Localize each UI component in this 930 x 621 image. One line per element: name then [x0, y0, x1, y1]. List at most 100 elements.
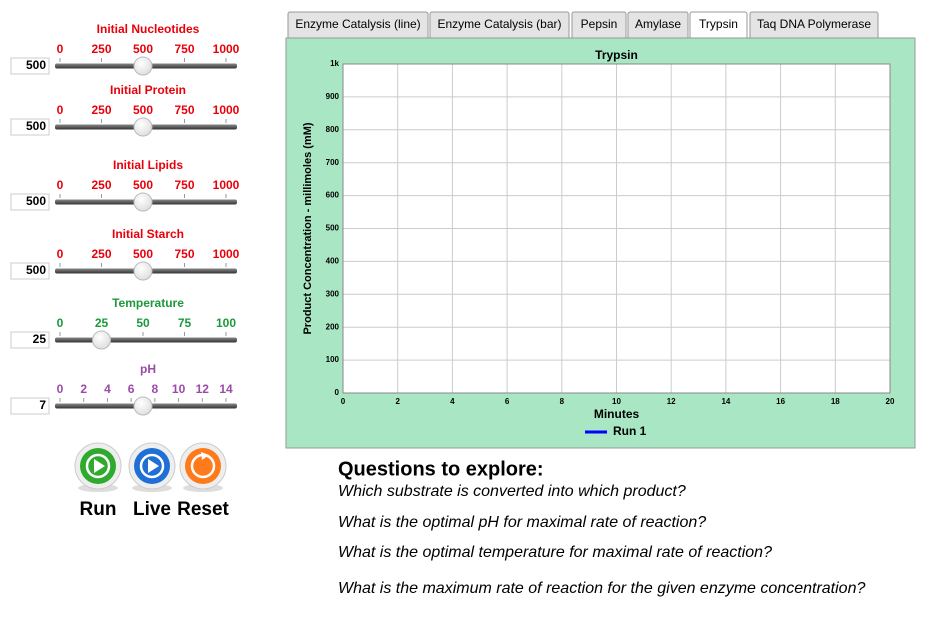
slider-thumb[interactable]	[133, 396, 153, 416]
slider-value: 25	[33, 332, 47, 346]
button[interactable]: Reset	[177, 442, 230, 520]
slider-thumb[interactable]	[133, 192, 153, 212]
slider-thumb[interactable]	[133, 117, 153, 137]
y-tick-label: 600	[326, 191, 340, 200]
slider-tick-label: 14	[219, 382, 233, 396]
slider-label: Temperature	[112, 296, 184, 310]
slider-value-box[interactable]	[10, 57, 50, 75]
y-tick-label: 800	[326, 125, 340, 134]
slider-value-box[interactable]	[10, 193, 50, 211]
y-tick-label: 500	[326, 224, 340, 233]
slider-label: Initial Protein	[110, 83, 186, 97]
slider-tick-label: 2	[80, 382, 87, 396]
slider-label: pH	[140, 362, 156, 376]
slider-tick-label: 0	[57, 178, 64, 192]
legend-label: Run 1	[613, 424, 647, 438]
button-label: Live	[133, 499, 171, 520]
y-tick-label: 0	[335, 388, 340, 397]
x-axis-label: Minutes	[594, 407, 640, 421]
slider-tick-label: 250	[91, 42, 111, 56]
slider-thumb[interactable]	[133, 261, 153, 281]
y-tick-label: 200	[326, 322, 340, 331]
slider-tick-label: 6	[128, 382, 135, 396]
slider-tick-label: 8	[152, 382, 159, 396]
tab-label: Enzyme Catalysis (line)	[295, 17, 420, 31]
y-tick-label: 900	[326, 92, 340, 101]
x-tick-label: 6	[505, 397, 510, 406]
slider-tick-label: 10	[172, 382, 186, 396]
slider-tick-label: 25	[95, 316, 109, 330]
slider-value: 500	[26, 194, 46, 208]
questions-title: Questions to explore:	[338, 458, 544, 480]
y-tick-label: 300	[326, 289, 340, 298]
slider-value: 500	[26, 58, 46, 72]
slider-tick-label: 1000	[213, 178, 240, 192]
y-tick-label: 1k	[330, 59, 339, 68]
slider-value-box[interactable]	[10, 397, 50, 415]
x-tick-label: 16	[776, 397, 785, 406]
question: What is the optimal temperature for maxi…	[338, 544, 772, 561]
slider-tick-label: 0	[57, 382, 64, 396]
tab-label: Pepsin	[581, 17, 618, 31]
question: What is the maximum rate of reaction for…	[338, 580, 865, 597]
button[interactable]: Live	[128, 442, 176, 520]
question: What is the optimal pH for maximal rate …	[338, 514, 706, 531]
x-tick-label: 14	[721, 397, 730, 406]
button-icon	[201, 452, 209, 460]
x-tick-label: 0	[341, 397, 346, 406]
slider-tick-label: 250	[91, 178, 111, 192]
y-tick-label: 400	[326, 257, 340, 266]
slider-thumb[interactable]	[92, 330, 111, 350]
slider-tick-label: 0	[57, 247, 64, 261]
x-tick-label: 18	[831, 397, 840, 406]
tab-label: Taq DNA Polymerase	[757, 17, 871, 31]
y-axis-label: Product Concentration - millimoles (mM)	[302, 122, 314, 334]
slider-tick-label: 1000	[213, 103, 240, 117]
slider-label: Initial Lipids	[113, 158, 183, 172]
slider-value-box[interactable]	[10, 331, 50, 349]
slider-label: Initial Starch	[112, 227, 184, 241]
slider-tick-label: 100	[216, 316, 236, 330]
slider-tick-label: 750	[174, 42, 194, 56]
slider-tick-label: 750	[174, 247, 194, 261]
button-face	[185, 448, 221, 484]
button[interactable]: Run	[74, 442, 122, 520]
slider-tick-label: 250	[91, 247, 111, 261]
slider-tick-label: 0	[57, 103, 64, 117]
question: Which substrate is converted into which …	[338, 483, 686, 500]
y-tick-label: 100	[326, 355, 340, 364]
tab-label: Amylase	[635, 17, 681, 31]
button-label: Reset	[177, 499, 229, 520]
button-inner	[139, 453, 165, 479]
slider-value-box[interactable]	[10, 262, 50, 280]
slider-tick-label: 50	[136, 316, 150, 330]
slider-tick-label: 75	[178, 316, 192, 330]
tab-label: Trypsin	[699, 17, 738, 31]
button-label: Run	[80, 499, 117, 520]
slider-tick-label: 750	[174, 103, 194, 117]
x-tick-label: 4	[450, 397, 455, 406]
x-tick-label: 2	[395, 397, 400, 406]
slider-tick-label: 500	[133, 178, 153, 192]
slider-tick-label: 500	[133, 103, 153, 117]
slider-tick-label: 500	[133, 42, 153, 56]
slider-tick-label: 4	[104, 382, 111, 396]
slider-track[interactable]	[55, 337, 237, 343]
slider-value: 7	[39, 398, 46, 412]
plot-border	[342, 63, 891, 394]
button-icon	[148, 459, 159, 473]
slider-thumb[interactable]	[133, 56, 153, 76]
slider-tick-label: 750	[174, 178, 194, 192]
slider-tick-label: 1000	[213, 247, 240, 261]
x-tick-label: 10	[612, 397, 621, 406]
button-icon	[94, 459, 105, 473]
x-tick-label: 8	[560, 397, 565, 406]
slider-value: 500	[26, 119, 46, 133]
x-tick-label: 12	[667, 397, 676, 406]
x-tick-label: 20	[886, 397, 895, 406]
y-tick-label: 700	[326, 158, 340, 167]
slider-value-box[interactable]	[10, 118, 50, 136]
slider-tick-label: 12	[196, 382, 210, 396]
chart-title: Trypsin	[595, 48, 638, 62]
